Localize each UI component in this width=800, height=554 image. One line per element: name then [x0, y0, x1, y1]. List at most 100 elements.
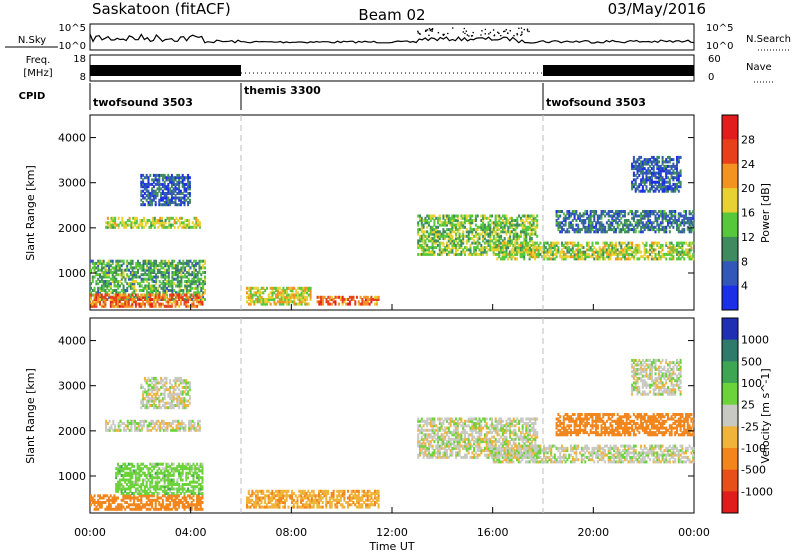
heatmap-cell: [438, 230, 441, 234]
heatmap-cell: [187, 503, 190, 507]
heatmap-cell: [521, 230, 524, 234]
heatmap-cell: [614, 241, 617, 245]
heatmap-cell: [169, 489, 172, 493]
heatmap-cell: [614, 246, 617, 250]
heatmap-cell: [498, 248, 501, 252]
heatmap-cell: [190, 507, 193, 511]
heatmap-cell: [535, 255, 538, 259]
heatmap-cell: [181, 381, 184, 385]
heatmap-cell: [676, 225, 678, 229]
heatmap-cell: [158, 406, 161, 410]
heatmap-cell: [647, 219, 650, 222]
heatmap-cell: [677, 216, 680, 220]
heatmap-cell: [440, 223, 443, 227]
heatmap-cell: [492, 234, 495, 238]
heatmap-cell: [188, 304, 191, 308]
heatmap-cell: [636, 219, 639, 222]
heatmap-cell: [618, 214, 621, 218]
heatmap-cell: [483, 246, 486, 250]
heatmap-cell: [519, 250, 522, 254]
heatmap-cell: [641, 210, 644, 213]
heatmap-cell: [158, 178, 161, 182]
heatmap-cell: [196, 289, 199, 292]
heatmap-cell: [447, 216, 450, 220]
heatmap-cell: [435, 228, 438, 232]
heatmap-cell: [120, 293, 123, 297]
heatmap-cell: [160, 487, 163, 491]
heatmap-cell: [150, 422, 153, 425]
heatmap-cell: [174, 498, 177, 502]
heatmap-cell: [559, 230, 562, 234]
heatmap-cell: [108, 503, 110, 507]
heatmap-cell: [140, 507, 143, 511]
heatmap-cell: [174, 388, 177, 392]
heatmap-cell: [160, 496, 163, 500]
heatmap-cell: [422, 230, 425, 234]
heatmap-cell: [187, 385, 190, 389]
heatmap-cell: [183, 399, 186, 403]
heatmap-cell: [579, 255, 581, 259]
heatmap-cell: [158, 189, 161, 193]
heatmap-cell: [122, 291, 125, 295]
heatmap-cell: [591, 214, 594, 218]
heatmap-cell: [688, 221, 691, 225]
heatmap-cell: [509, 234, 512, 238]
heatmap-cell: [625, 230, 628, 234]
heatmap-cell: [289, 293, 292, 297]
heatmap-cell: [112, 223, 115, 227]
heatmap-cell: [300, 293, 303, 297]
heatmap-cell: [276, 291, 279, 295]
heatmap-cell: [650, 243, 653, 247]
heatmap-cell: [251, 295, 254, 299]
heatmap-cell: [426, 252, 429, 256]
heatmap-cell: [496, 232, 499, 236]
heatmap-cell: [525, 228, 528, 232]
heatmap-cell: [478, 234, 481, 238]
heatmap-cell: [444, 223, 447, 227]
heatmap-cell: [153, 426, 156, 430]
heatmap-cell: [527, 221, 530, 225]
heatmap-cell: [100, 505, 103, 509]
heatmap-cell: [661, 182, 664, 186]
heatmap-cell: [438, 252, 441, 256]
heatmap-cell: [151, 485, 154, 489]
heatmap-cell: [157, 426, 160, 430]
heatmap-cell: [147, 268, 150, 272]
heatmap-cell: [163, 176, 166, 180]
heatmap-cell: [462, 223, 465, 227]
heatmap-cell: [275, 286, 278, 290]
heatmap-cell: [291, 295, 294, 299]
heatmap-cell: [170, 182, 173, 186]
heatmap-cell: [140, 474, 143, 477]
heatmap-cell: [641, 221, 644, 225]
heatmap-cell: [104, 507, 107, 511]
heatmap-cell: [593, 257, 596, 261]
heatmap-cell: [177, 422, 180, 425]
heatmap-cell: [160, 187, 163, 191]
heatmap-cell: [598, 248, 601, 252]
heatmap-cell: [289, 295, 292, 299]
heatmap-cell: [555, 221, 558, 225]
heatmap-cell: [102, 496, 105, 500]
heatmap-cell: [95, 293, 98, 297]
heatmap-cell: [155, 291, 158, 295]
heatmap-cell: [557, 210, 560, 213]
heatmap-cell: [114, 221, 117, 225]
heatmap-cell: [428, 239, 430, 243]
heatmap-cell: [442, 248, 445, 252]
heatmap-cell: [419, 216, 421, 220]
heatmap-cell: [663, 228, 666, 232]
heatmap-cell: [131, 480, 134, 484]
heatmap-cell: [593, 230, 596, 234]
heatmap-cell: [198, 225, 201, 229]
heatmap-cell: [175, 268, 177, 272]
heatmap-cell: [287, 293, 290, 297]
heatmap-cell: [435, 239, 438, 243]
heatmap-cell: [623, 223, 626, 227]
heatmap-cell: [593, 225, 596, 229]
heatmap-cell: [582, 252, 585, 256]
heatmap-cell: [282, 286, 285, 290]
heatmap-cell: [496, 225, 499, 229]
heatmap-cell: [194, 264, 197, 268]
heatmap-cell: [90, 302, 92, 306]
